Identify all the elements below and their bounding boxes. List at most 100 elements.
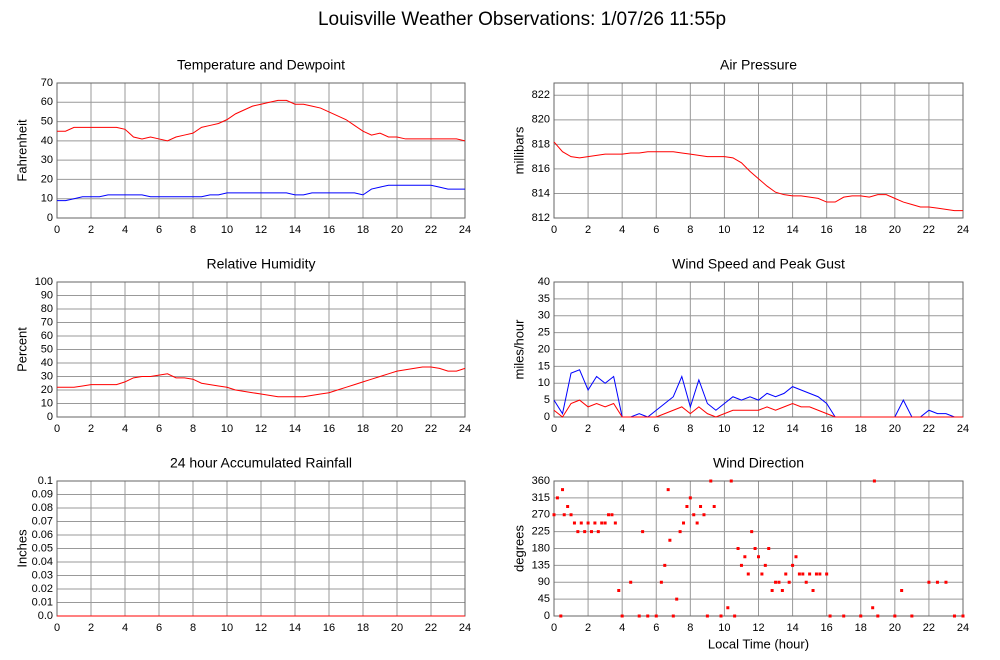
x-tick-label: 0 (551, 224, 557, 236)
point (566, 505, 570, 508)
x-tick-label: 2 (585, 622, 591, 634)
x-tick-label: 8 (687, 423, 693, 435)
point (572, 521, 576, 525)
point (961, 614, 965, 618)
y-tick-label: 50 (41, 343, 53, 355)
point (688, 496, 692, 500)
point (872, 479, 876, 483)
y-tick-label: 0.09 (32, 488, 53, 500)
y-tick-label: 35 (538, 293, 550, 305)
x-tick-label: 16 (821, 622, 833, 634)
x-tick-label: 0 (54, 423, 60, 435)
x-tick-label: 16 (323, 622, 335, 634)
series-line (553, 141, 963, 212)
x-tick-label: 20 (889, 423, 901, 435)
y-tick-label: 0 (47, 411, 53, 423)
x-tick-label: 18 (357, 224, 369, 236)
y-tick-label: 100 (35, 276, 53, 288)
point (825, 572, 829, 576)
chart-title: Relative Humidity (207, 256, 316, 272)
x-tick-label: 10 (718, 622, 730, 634)
x-tick-label: 14 (786, 423, 798, 435)
y-tick-label: 40 (41, 135, 53, 147)
y-tick-label: 30 (538, 310, 550, 322)
x-tick-label: 4 (122, 622, 128, 634)
x-tick-label: 0 (551, 423, 557, 435)
x-tick-label: 18 (357, 423, 369, 435)
x-axis-label: Local Time (hour) (708, 636, 809, 651)
y-tick-label: 315 (532, 492, 550, 504)
point (719, 614, 723, 618)
y-tick-label: 0.0 (38, 610, 53, 622)
y-axis-label: Percent (14, 327, 29, 372)
point (893, 614, 897, 618)
point (746, 572, 750, 576)
point (814, 572, 818, 576)
y-tick-label: 0.04 (32, 556, 53, 568)
point (757, 555, 760, 559)
y-tick-label: 816 (532, 163, 550, 175)
point (935, 580, 939, 584)
point (871, 606, 875, 610)
y-tick-label: 20 (538, 343, 550, 355)
point (780, 589, 784, 592)
x-tick-label: 4 (122, 224, 128, 236)
y-tick-label: 0 (47, 212, 53, 224)
x-tick-label: 24 (957, 622, 969, 634)
x-tick-label: 10 (718, 423, 730, 435)
point (801, 572, 805, 576)
y-tick-label: 135 (532, 559, 550, 571)
x-tick-label: 12 (752, 224, 764, 236)
plot-border (56, 82, 466, 219)
plot-border (553, 82, 964, 219)
point (620, 614, 624, 618)
point (562, 513, 566, 517)
y-tick-label: 10 (41, 193, 53, 205)
y-tick-label: 0.1 (38, 475, 53, 487)
x-tick-label: 0 (54, 224, 60, 236)
y-tick-label: 270 (532, 509, 550, 521)
x-tick-label: 10 (221, 622, 233, 634)
y-tick-label: 45 (538, 593, 550, 605)
point (613, 521, 617, 525)
x-tick-label: 12 (752, 423, 764, 435)
y-tick-label: 0.06 (32, 529, 53, 541)
x-tick-label: 8 (190, 423, 196, 435)
point (589, 530, 593, 534)
x-tick-label: 24 (957, 224, 969, 236)
point (569, 513, 573, 517)
chart-title: Wind Direction (713, 455, 804, 471)
point (760, 572, 764, 576)
point (675, 597, 679, 601)
page-title: Louisville Weather Observations: 1/07/26… (318, 9, 726, 30)
point (666, 488, 670, 492)
x-tick-label: 20 (889, 622, 901, 634)
point (610, 513, 614, 517)
y-tick-label: 25 (538, 327, 550, 339)
y-tick-label: 30 (41, 370, 53, 382)
point (659, 580, 663, 584)
y-tick-label: 90 (41, 289, 53, 301)
y-tick-label: 818 (532, 138, 550, 150)
x-tick-label: 14 (786, 622, 798, 634)
point (797, 572, 801, 576)
point (952, 614, 956, 618)
y-tick-label: 50 (41, 115, 53, 127)
x-tick-label: 16 (323, 423, 335, 435)
x-tick-label: 6 (653, 622, 659, 634)
point (767, 547, 771, 550)
x-tick-label: 4 (619, 423, 625, 435)
y-tick-label: 812 (532, 212, 550, 224)
series-line (57, 99, 466, 142)
point (668, 538, 672, 542)
chart-title: Temperature and Dewpoint (177, 57, 345, 73)
x-tick-label: 10 (221, 224, 233, 236)
chart-title: Wind Speed and Peak Gust (672, 256, 845, 272)
y-tick-label: 40 (41, 357, 53, 369)
point (739, 563, 743, 567)
x-tick-label: 4 (619, 224, 625, 236)
point (927, 580, 931, 584)
x-tick-label: 22 (923, 622, 935, 634)
point (736, 547, 740, 550)
y-tick-label: 0.03 (32, 569, 53, 581)
